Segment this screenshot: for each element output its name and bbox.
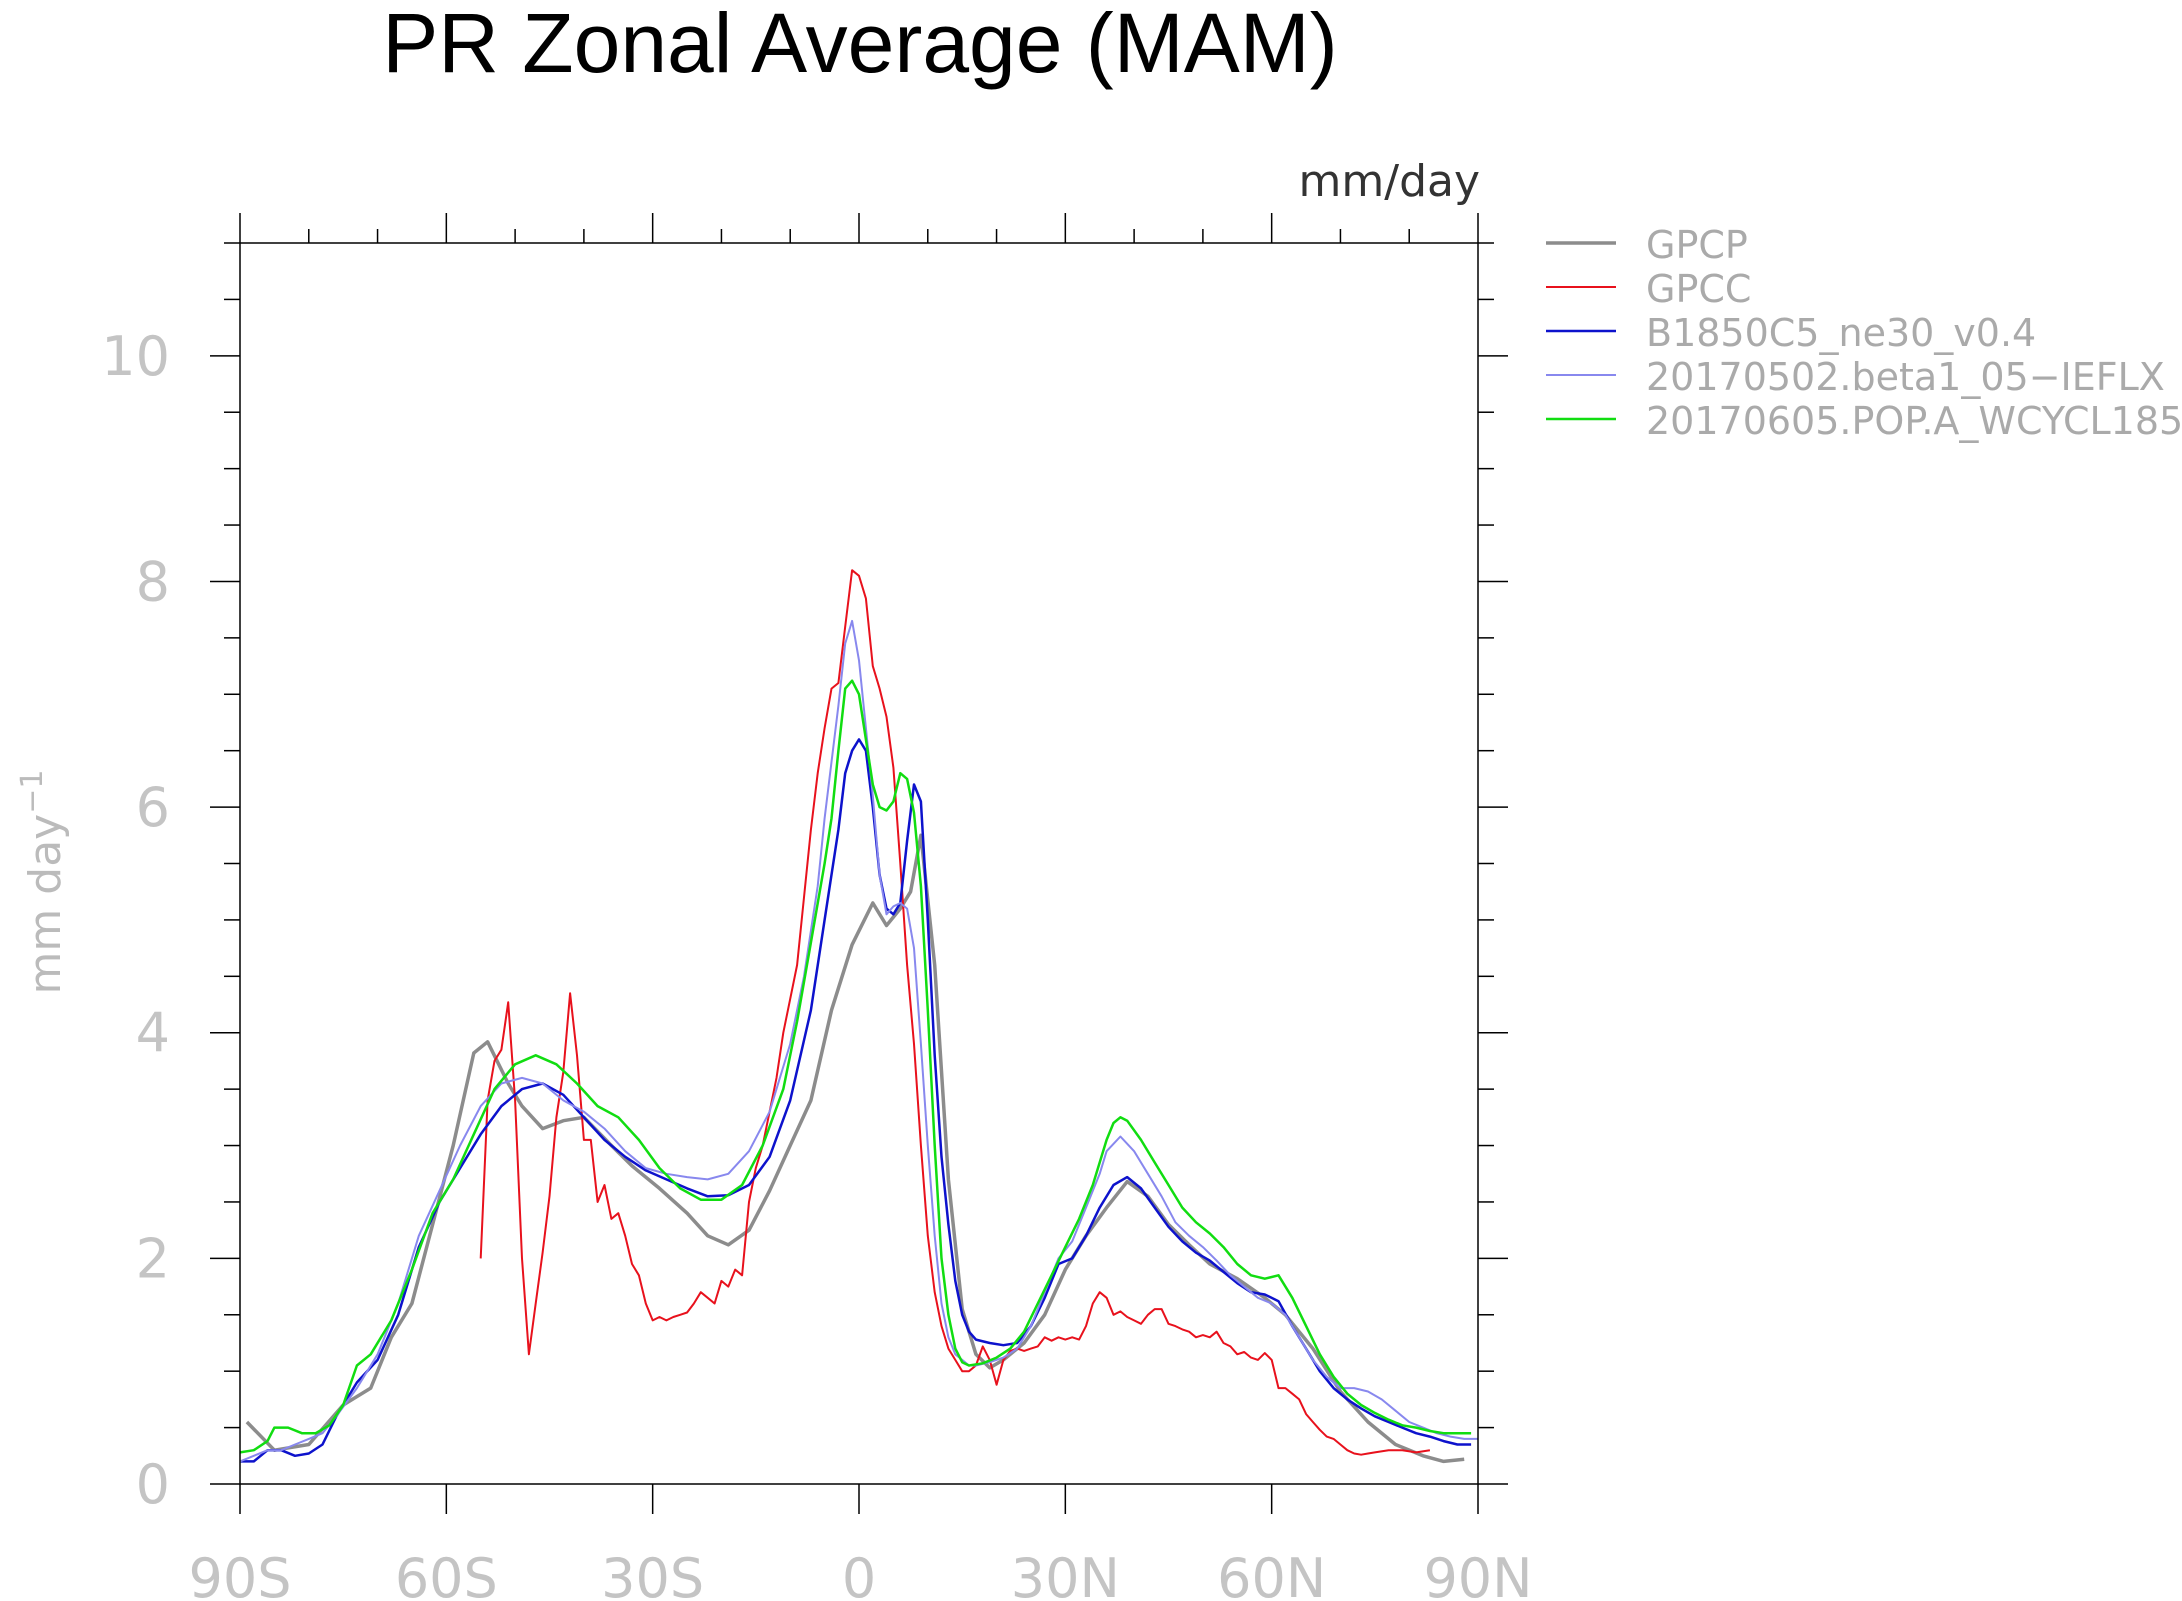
y-tick-label: 0 <box>136 1453 170 1516</box>
x-tick-label: 90S <box>189 1547 292 1601</box>
x-tick-label: 30N <box>1011 1547 1120 1601</box>
legend-label: B1850C5_ne30_v0.4 <box>1646 311 2036 355</box>
legend-label: 20170502.beta1_05−IEFLX <box>1646 355 2165 399</box>
x-tick-label: 30S <box>601 1547 704 1601</box>
series-line <box>239 619 1478 1463</box>
x-tick-label: 0 <box>842 1547 876 1601</box>
x-tick-labels: 90S 60S 30S 0 30N 60N 90N <box>189 1547 1533 1601</box>
y-tick-label: 4 <box>136 1002 170 1065</box>
legend-label: GPCP <box>1646 223 1748 267</box>
y-tick-label: 10 <box>101 325 170 388</box>
series-line <box>479 569 1431 1456</box>
series-line <box>240 738 1472 1463</box>
series-line <box>245 833 1465 1464</box>
chart-title: PR Zonal Average (MAM) <box>382 0 1337 90</box>
y-tick-label: 6 <box>136 776 170 839</box>
y-axis-label-superscript: −1 <box>15 770 50 814</box>
legend-label: 20170605.POP.A_WCYCL1850 <box>1646 399 2182 443</box>
axis-ticks <box>210 213 1508 1514</box>
x-tick-label: 60N <box>1217 1547 1326 1601</box>
y-axis-label-text: mm day <box>20 814 71 995</box>
y-tick-label: 8 <box>136 550 170 613</box>
plot-frame <box>239 242 1479 1485</box>
y-tick-labels: 0 2 4 6 8 10 <box>101 325 170 1516</box>
legend: GPCPGPCCB1850C5_ne30_v0.420170502.beta1_… <box>1546 223 2182 443</box>
x-tick-label: 90N <box>1423 1547 1532 1601</box>
y-tick-label: 2 <box>136 1227 170 1290</box>
units-label: mm/day <box>1299 156 1480 207</box>
legend-label: GPCC <box>1646 267 1751 311</box>
series-lines <box>239 569 1478 1464</box>
y-axis-label: mm day−1 <box>15 770 71 995</box>
x-tick-label: 60S <box>395 1547 498 1601</box>
series-line <box>239 679 1472 1454</box>
